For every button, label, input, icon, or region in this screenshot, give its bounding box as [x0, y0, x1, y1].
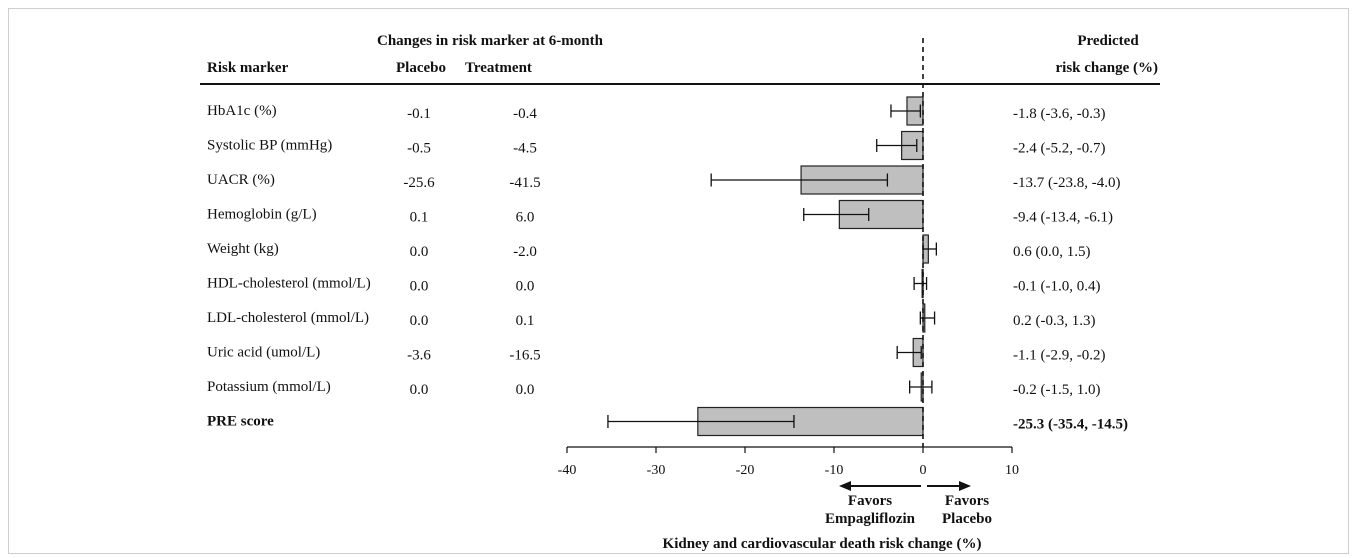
- arrow-head-left: [839, 481, 851, 491]
- placebo-value: 0.0: [410, 279, 429, 295]
- header-group-label: Changes in risk marker at 6-month: [377, 33, 604, 49]
- risk-marker-label: Uric acid (umol/L): [207, 345, 320, 361]
- treatment-value: 0.0: [516, 382, 535, 398]
- risk-marker-label: HbA1c (%): [207, 103, 277, 119]
- placebo-value: 0.0: [410, 244, 429, 260]
- header-predicted-line1: Predicted: [1077, 33, 1139, 49]
- risk-marker-label: LDL-cholesterol (mmol/L): [207, 310, 369, 326]
- arrow-head-right: [959, 481, 971, 491]
- header-risk-marker: Risk marker: [207, 60, 289, 76]
- plot-area: -40 -30 -20 -10 0 10 Favors Empagliflozin Favors…: [558, 38, 1019, 552]
- annotation-favors-left: Favors: [848, 493, 892, 509]
- risk-marker-label: Systolic BP (mmHg): [207, 138, 332, 154]
- header-placebo: Placebo: [396, 60, 446, 76]
- predicted-risk-change: -1.1 (-2.9, -0.2): [1013, 348, 1105, 364]
- x-tick-label: -30: [647, 463, 666, 478]
- predicted-risk-change: -9.4 (-13.4, -6.1): [1013, 210, 1113, 226]
- placebo-value: -3.6: [407, 348, 431, 364]
- placebo-value: -0.5: [407, 141, 431, 157]
- predicted-risk-change: -13.7 (-23.8, -4.0): [1013, 175, 1120, 191]
- x-tick-label: -40: [558, 463, 577, 478]
- annotation-empagliflozin: Empagliflozin: [825, 511, 916, 527]
- predicted-risk-change: 0.2 (-0.3, 1.3): [1013, 313, 1096, 329]
- treatment-value: 6.0: [516, 210, 535, 226]
- x-tick-label: 0: [920, 463, 927, 478]
- predicted-risk-change: -2.4 (-5.2, -0.7): [1013, 141, 1105, 157]
- header-treatment: Treatment: [465, 60, 532, 76]
- risk-marker-label: Weight (kg): [207, 241, 279, 257]
- header-predicted-line2: risk change (%): [1056, 60, 1159, 76]
- treatment-value: 0.0: [516, 279, 535, 295]
- x-axis-title: Kidney and cardiovascular death risk cha…: [663, 536, 982, 552]
- risk-marker-label: Hemoglobin (g/L): [207, 207, 317, 223]
- x-tick-label: 10: [1005, 463, 1019, 478]
- annotation-placebo: Placebo: [942, 511, 992, 527]
- predicted-risk-change: -25.3 (-35.4, -14.5): [1013, 417, 1128, 433]
- risk-marker-label: HDL-cholesterol (mmol/L): [207, 276, 371, 292]
- predicted-risk-change: -1.8 (-3.6, -0.3): [1013, 106, 1105, 122]
- treatment-value: -0.4: [513, 106, 537, 122]
- x-tick-label: -10: [825, 463, 844, 478]
- placebo-value: 0.1: [410, 210, 429, 226]
- x-tick-label: -20: [736, 463, 755, 478]
- treatment-value: -16.5: [509, 348, 540, 364]
- placebo-value: -25.6: [403, 175, 435, 191]
- treatment-value: -2.0: [513, 244, 537, 260]
- treatment-value: -4.5: [513, 141, 537, 157]
- table-rows: HbA1c (%) -0.1 -0.4 -1.8 (-3.6, -0.3) Systol…: [207, 103, 1128, 433]
- placebo-value: 0.0: [410, 382, 429, 398]
- predicted-risk-change: 0.6 (0.0, 1.5): [1013, 244, 1091, 260]
- risk-marker-label: UACR (%): [207, 172, 275, 188]
- predicted-risk-change: -0.1 (-1.0, 0.4): [1013, 279, 1100, 295]
- risk-marker-label: Potassium (mmol/L): [207, 379, 331, 395]
- treatment-value: -41.5: [509, 175, 540, 191]
- annotation-favors-right: Favors: [945, 493, 989, 509]
- predicted-risk-change: -0.2 (-1.5, 1.0): [1013, 382, 1100, 398]
- figure-frame: [8, 8, 1349, 554]
- placebo-value: 0.0: [410, 313, 429, 329]
- risk-marker-label: PRE score: [207, 414, 274, 430]
- placebo-value: -0.1: [407, 106, 431, 122]
- treatment-value: 0.1: [516, 313, 535, 329]
